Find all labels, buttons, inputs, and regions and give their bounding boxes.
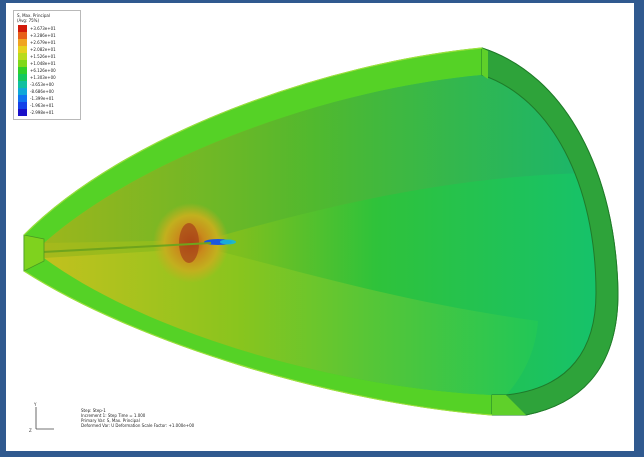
legend-swatch [18, 46, 27, 53]
legend-label: -1.399e+01 [30, 96, 54, 101]
legend-row: +1.303e+00 [18, 74, 78, 81]
legend-row: +1.526e+01 [18, 53, 78, 60]
legend-swatch [18, 32, 27, 39]
legend-label: +1.526e+01 [30, 54, 56, 59]
legend-row: +3.286e+01 [18, 32, 78, 39]
legend-label: +3.673e+01 [30, 26, 56, 31]
rim-bottom-face [492, 395, 526, 415]
rim-top-face [482, 48, 488, 79]
legend-row: +3.673e+01 [18, 25, 78, 32]
legend-label: +2.082e+01 [30, 47, 56, 52]
legend-row: +1.048e+01 [18, 60, 78, 67]
stress-contour-model [23, 47, 619, 416]
legend-swatch [18, 109, 27, 116]
contour-legend: S, Max. Principal (Avg: 75%) +3.673e+01 +… [13, 10, 81, 120]
info-primary-var: Primary Var: S, Max. Principal [81, 418, 140, 423]
legend-swatch [18, 39, 27, 46]
apex-seam [23, 242, 212, 254]
legend-label: -8.686e+00 [30, 89, 54, 94]
axis-triad-icon: Y Z [29, 402, 54, 433]
legend-row: -8.686e+00 [18, 88, 78, 95]
legend-row: -2.998e+01 [18, 109, 78, 116]
legend-swatch [18, 67, 27, 74]
legend-swatch [18, 95, 27, 102]
legend-swatch [18, 81, 27, 88]
legend-swatch [18, 102, 27, 109]
legend-swatch [18, 74, 27, 81]
model-viewport[interactable]: S, Max. Principal (Avg: 75%) +3.673e+01 +… [6, 3, 634, 451]
legend-swatch [18, 60, 27, 67]
lower-inner-band [44, 248, 538, 395]
legend-row: +6.126e+00 [18, 67, 78, 74]
info-step: Step: Step-1 [81, 408, 106, 413]
legend-row: -1.963e+01 [18, 102, 78, 109]
legend-row: -3.653e+00 [18, 81, 78, 88]
info-increment: Increment 1: Step Time = 1.000 [81, 413, 146, 418]
legend-title: S, Max. Principal [17, 13, 50, 18]
apex-flange [23, 234, 45, 272]
svg-text:Z: Z [29, 428, 32, 433]
legend-subtitle: (Avg: 75%) [17, 18, 40, 23]
legend-row: +2.082e+01 [18, 46, 78, 53]
legend-label: +2.679e+01 [30, 40, 56, 45]
legend-label: +6.126e+00 [30, 68, 56, 73]
legend-swatch [18, 88, 27, 95]
info-deformed-var: Deformed Var: U Deformation Scale Factor… [81, 423, 195, 428]
legend-swatch [18, 25, 27, 32]
legend-label: +1.303e+00 [30, 75, 56, 80]
upper-inner-band [44, 75, 581, 243]
legend-row: +2.679e+01 [18, 39, 78, 46]
legend-label: -3.653e+00 [30, 82, 54, 87]
stress-core [179, 223, 199, 263]
legend-swatch [18, 53, 27, 60]
analysis-info: Step: Step-1 Increment 1: Step Time = 1.… [81, 408, 341, 428]
legend-label: +3.286e+01 [30, 33, 56, 38]
legend-label: -2.998e+01 [30, 110, 54, 115]
legend-label: -1.963e+01 [30, 103, 54, 108]
svg-text:Y: Y [33, 402, 37, 407]
legend-row: -1.399e+01 [18, 95, 78, 102]
legend-label: +1.048e+01 [30, 61, 56, 66]
